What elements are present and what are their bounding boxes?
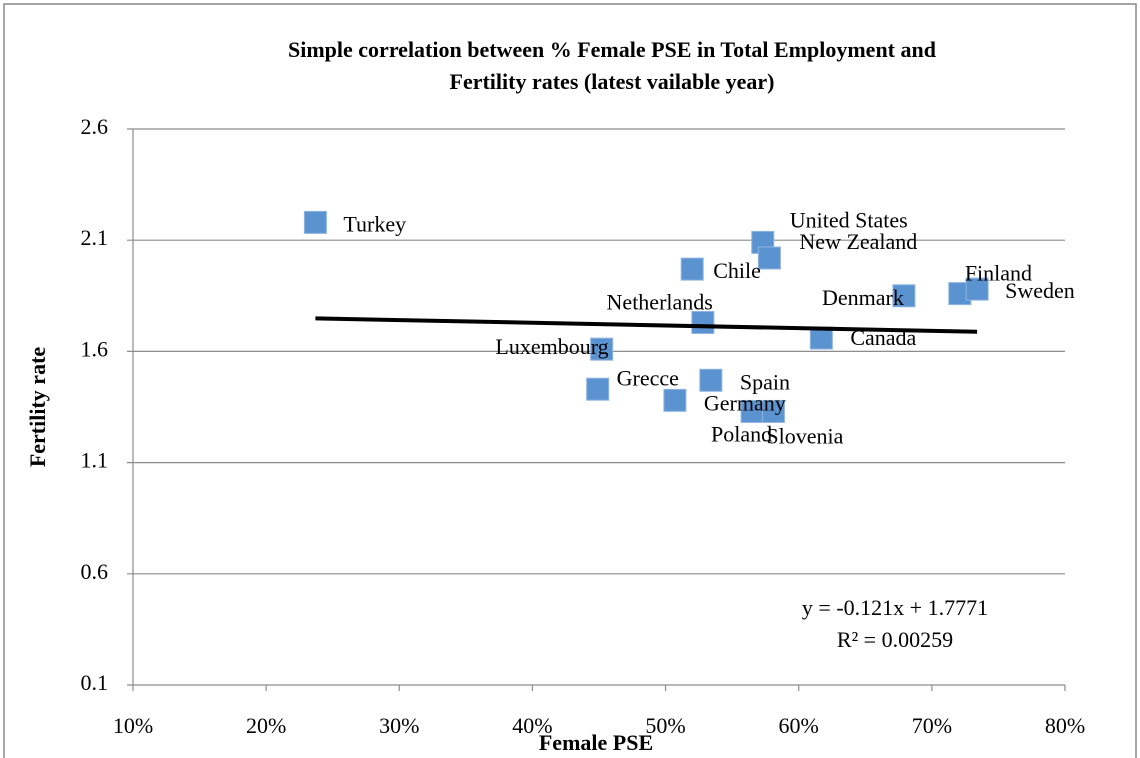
point-label: Sweden [1005, 278, 1075, 303]
point-label: New Zealand [799, 229, 917, 254]
point-label: Grecce [617, 365, 679, 390]
point [965, 277, 989, 301]
trendline-r2: R² = 0.00259 [837, 627, 953, 652]
point-label: Turkey [343, 211, 406, 236]
point [699, 368, 723, 392]
x-tick-label: 60% [779, 713, 819, 738]
point [663, 388, 687, 412]
x-tick-label: 30% [379, 713, 419, 738]
point-label: Finland [965, 261, 1032, 286]
y-tick-label: 1.6 [81, 336, 109, 361]
x-tick-label: 10% [113, 713, 153, 738]
point [590, 337, 614, 361]
point-label: Chile [713, 258, 761, 283]
point-label: Luxembourg [495, 334, 608, 359]
point-label: Canada [850, 325, 916, 350]
x-tick-label: 80% [1045, 713, 1085, 738]
point-label: Germany [704, 390, 786, 415]
point-label: Denmark [822, 285, 904, 310]
point-label: Slovenia [766, 423, 843, 448]
point-label: Netherlands [607, 290, 713, 315]
point [757, 246, 781, 270]
chart-frame [3, 3, 1137, 758]
x-tick-label: 20% [246, 713, 286, 738]
point [892, 284, 916, 308]
point-label: Spain [740, 369, 790, 394]
point-label: United States [790, 207, 908, 232]
x-tick-label: 50% [645, 713, 685, 738]
x-axis-label: Female PSE [539, 730, 653, 755]
point-label: Poland [711, 421, 772, 446]
y-axis-label: Fertility rate [25, 347, 50, 468]
x-tick-label: 40% [512, 713, 552, 738]
y-tick-label: 2.1 [81, 225, 109, 250]
point [691, 310, 715, 334]
y-tick-label: 0.1 [81, 670, 109, 695]
point [680, 257, 704, 281]
y-tick-label: 1.1 [81, 448, 109, 473]
chart-title: Simple correlation between % Female PSE … [288, 37, 936, 94]
point [761, 399, 785, 423]
trendline-equation: y = -0.121x + 1.7771 [802, 595, 988, 620]
x-tick-label: 70% [912, 713, 952, 738]
y-tick-label: 0.6 [81, 559, 109, 584]
point [586, 377, 610, 401]
point [303, 210, 327, 234]
trendline [315, 316, 978, 334]
y-tick-label: 2.6 [81, 114, 109, 139]
